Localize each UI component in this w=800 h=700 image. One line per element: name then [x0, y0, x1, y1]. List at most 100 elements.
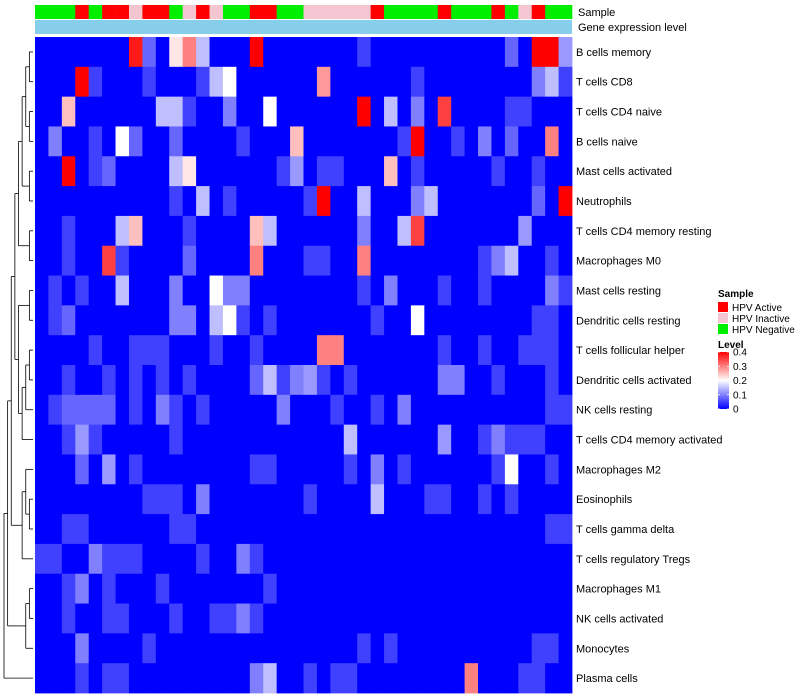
heatmap-cell	[128, 186, 143, 217]
heatmap-cell	[424, 126, 439, 157]
heatmap-cell	[35, 514, 49, 545]
heatmap-cell	[88, 156, 103, 187]
heatmap-cell	[209, 365, 224, 396]
heatmap-cell	[196, 335, 210, 366]
heatmap-cell	[249, 215, 264, 247]
heatmap-cell	[504, 543, 519, 575]
heatmap-cell	[491, 186, 506, 217]
heatmap-cell	[343, 573, 358, 604]
heatmap-cell	[330, 543, 345, 575]
heatmap-cell	[249, 335, 264, 366]
heatmap-cell	[75, 633, 90, 664]
heatmap-cell	[48, 37, 63, 68]
heatmap-cell	[196, 603, 210, 634]
heatmap-cell	[531, 66, 546, 98]
heatmap-cell	[558, 335, 573, 366]
heatmap-cell	[504, 305, 519, 336]
heatmap-cell	[545, 394, 559, 426]
heatmap-cell	[357, 514, 372, 545]
heatmap-cell	[330, 484, 345, 515]
heatmap-cell	[491, 365, 506, 396]
heatmap-cell	[464, 514, 479, 545]
heatmap-cell	[558, 186, 573, 217]
heatmap-cell	[209, 96, 224, 127]
heatmap-cell	[249, 245, 264, 276]
legend-level-tick-label: 0.4	[733, 348, 747, 359]
heatmap-cell	[504, 186, 519, 217]
heatmap-cell	[384, 37, 398, 68]
heatmap-cell	[518, 365, 533, 396]
heatmap-cell	[518, 424, 533, 455]
heatmap-cell	[209, 514, 224, 545]
heatmap-cell	[384, 514, 398, 545]
heatmap-cell	[75, 156, 90, 187]
heatmap-cell	[155, 514, 170, 545]
heatmap-cell	[424, 543, 439, 575]
heatmap-cell	[196, 543, 210, 575]
heatmap-cell	[75, 186, 90, 217]
heatmap-cell	[209, 424, 224, 455]
heatmap-cell	[249, 66, 264, 98]
heatmap-cell	[142, 305, 157, 336]
sample-annotation-cell	[249, 5, 264, 19]
heatmap-cell	[115, 335, 130, 366]
heatmap-cell	[545, 454, 559, 485]
heatmap-cell	[370, 37, 385, 68]
heatmap-cell	[397, 484, 412, 515]
heatmap-cell	[115, 454, 130, 485]
heatmap-cell	[196, 514, 210, 545]
heatmap-cell	[370, 215, 385, 247]
heatmap-cell	[48, 335, 63, 366]
heatmap-cell	[424, 394, 439, 426]
heatmap-cell	[102, 305, 116, 336]
heatmap-cell	[491, 454, 506, 485]
sample-annotation-cell	[518, 5, 533, 19]
heatmap-cell	[61, 156, 76, 187]
heatmap-cell	[209, 37, 224, 68]
heatmap-cell	[169, 454, 184, 485]
sample-annotation-cell	[357, 5, 371, 19]
heatmap-cell	[155, 335, 170, 366]
heatmap-cell	[410, 394, 425, 426]
heatmap-cell	[236, 514, 251, 545]
heatmap-cell	[263, 126, 278, 157]
heatmap-cell	[558, 245, 573, 276]
heatmap-cell	[61, 514, 76, 545]
heatmap-cell	[410, 245, 425, 276]
heatmap-cell	[48, 245, 63, 276]
heatmap-cell	[518, 603, 533, 634]
heatmap-cell	[384, 424, 398, 455]
heatmap-cell	[478, 66, 492, 98]
heatmap-cell	[276, 454, 291, 485]
heatmap-cell	[464, 454, 479, 485]
heatmap-cell	[504, 126, 519, 157]
heatmap-cell	[357, 126, 372, 157]
heatmap-cell	[88, 365, 103, 396]
heatmap-cell	[35, 365, 49, 396]
row-label: T cells CD8	[576, 77, 633, 89]
heatmap-cell	[249, 305, 264, 336]
heatmap-cell	[75, 215, 90, 247]
heatmap-cell	[182, 365, 197, 396]
heatmap-cell	[451, 126, 466, 157]
heatmap-cell	[48, 96, 63, 127]
heatmap-cell	[128, 633, 143, 664]
heatmap-cell	[75, 365, 90, 396]
heatmap-cell	[236, 454, 251, 485]
legend-sample-label: HPV Inactive	[732, 314, 790, 325]
heatmap-cell	[451, 514, 466, 545]
heatmap-cell	[303, 245, 318, 276]
heatmap-cell	[424, 245, 439, 276]
heatmap-cell	[35, 37, 49, 68]
heatmap-cell	[545, 305, 559, 336]
heatmap-cell	[303, 66, 318, 98]
heatmap-cell	[545, 66, 559, 98]
heatmap-cell	[75, 484, 90, 515]
heatmap-cell	[545, 603, 559, 634]
heatmap-cell	[276, 37, 291, 68]
heatmap-cell	[209, 663, 224, 694]
heatmap-cell	[518, 186, 533, 217]
sample-annotation-cell	[155, 5, 170, 19]
sample-annotation-cell	[384, 5, 398, 19]
heatmap-cell	[209, 66, 224, 98]
